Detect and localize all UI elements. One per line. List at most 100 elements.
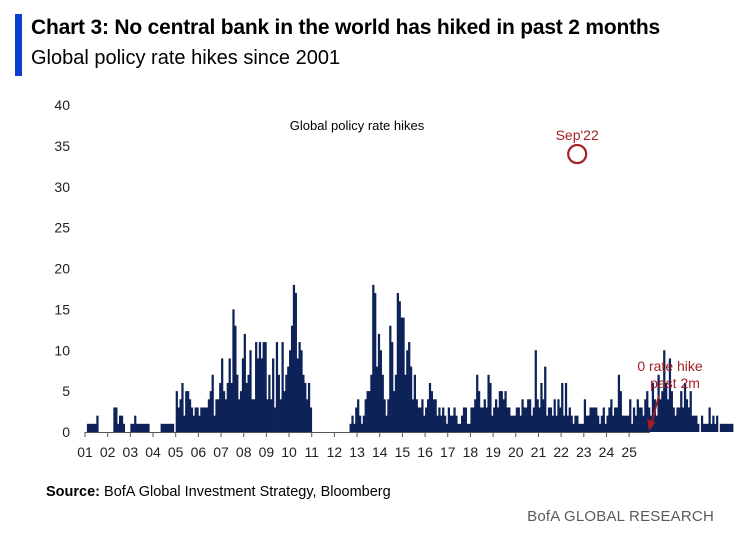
bar (130, 423, 133, 432)
bar (232, 309, 235, 433)
bar (702, 423, 706, 432)
x-tick-label: 04 (145, 444, 161, 460)
bar (627, 415, 630, 432)
chart-title: Chart 3: No central bank in the world ha… (31, 16, 660, 39)
bar (436, 415, 439, 432)
bar (241, 358, 245, 432)
bar (162, 423, 165, 432)
x-tick-label: 21 (531, 444, 547, 460)
bar (351, 415, 354, 432)
bar (379, 350, 382, 432)
bar (306, 399, 309, 432)
bar (527, 399, 530, 432)
bar (619, 391, 622, 433)
bar (213, 415, 216, 432)
bar (400, 317, 403, 432)
bar (236, 374, 239, 432)
bar (417, 407, 420, 432)
source-note: Source: BofA Global Investment Strategy,… (46, 484, 391, 500)
sep22-circle-marker (567, 143, 588, 165)
bar (725, 423, 728, 432)
bar (170, 423, 173, 432)
bar (438, 407, 441, 432)
bar (243, 333, 246, 432)
x-tick-label: 08 (236, 444, 252, 460)
bar (651, 382, 655, 432)
bar (587, 415, 590, 432)
bar (181, 382, 184, 432)
bar (411, 399, 415, 432)
sep22-label: Sep'22 (556, 127, 599, 143)
bar (256, 358, 260, 432)
bar (275, 342, 279, 432)
bar (238, 399, 241, 432)
bar (120, 415, 124, 432)
bar (530, 415, 534, 432)
bar (564, 382, 568, 432)
x-tick-label: 11 (304, 444, 319, 460)
bar (168, 423, 171, 432)
bar (190, 407, 194, 432)
bar (426, 399, 430, 432)
bar (502, 399, 505, 432)
bar (719, 423, 723, 432)
bar (419, 407, 422, 432)
bar (370, 374, 373, 432)
bar (483, 399, 486, 432)
bar (602, 407, 605, 432)
bar (353, 423, 356, 432)
bar (572, 423, 575, 432)
bar (302, 374, 305, 432)
zero-hike-label: 0 rate hike (637, 358, 703, 374)
bar (615, 407, 619, 432)
bar (513, 415, 517, 432)
bar (665, 382, 668, 432)
bar (228, 358, 231, 432)
bar (408, 342, 411, 432)
y-tick-label: 0 (62, 424, 70, 440)
y-tick-label: 40 (54, 97, 70, 113)
bar (666, 399, 670, 432)
bar (200, 407, 203, 432)
bar (600, 415, 604, 432)
bar (731, 423, 734, 432)
bar (546, 415, 549, 432)
bar (300, 350, 303, 432)
bar (113, 407, 116, 432)
bar (309, 407, 313, 432)
bar (682, 407, 685, 432)
bar (606, 415, 609, 432)
bar (245, 382, 248, 432)
y-tick-label: 20 (54, 261, 70, 277)
bar (455, 415, 458, 432)
bar (593, 407, 596, 432)
bar (207, 399, 211, 432)
bar (496, 407, 500, 432)
bar (394, 374, 398, 432)
x-tick-label: 02 (100, 444, 116, 460)
bar (423, 415, 426, 432)
bar (723, 423, 726, 432)
bar (272, 358, 275, 432)
bar (693, 415, 696, 432)
bar (481, 407, 485, 432)
bar (625, 415, 628, 432)
bar (477, 391, 481, 433)
x-tick-label: 03 (123, 444, 139, 460)
bar (451, 415, 454, 432)
bar (595, 407, 598, 432)
brand-footer: BofA GLOBAL RESEARCH (527, 508, 714, 525)
bar (374, 293, 377, 432)
x-tick-label: 10 (281, 444, 297, 460)
x-tick-label: 09 (259, 444, 275, 460)
bar (132, 423, 135, 432)
bar (364, 399, 367, 432)
bar (614, 407, 617, 432)
bar (610, 399, 613, 432)
bar (585, 415, 588, 432)
bar (385, 415, 388, 432)
bar (355, 407, 358, 432)
bar (398, 301, 401, 432)
bar (260, 358, 263, 432)
bar (493, 407, 496, 432)
